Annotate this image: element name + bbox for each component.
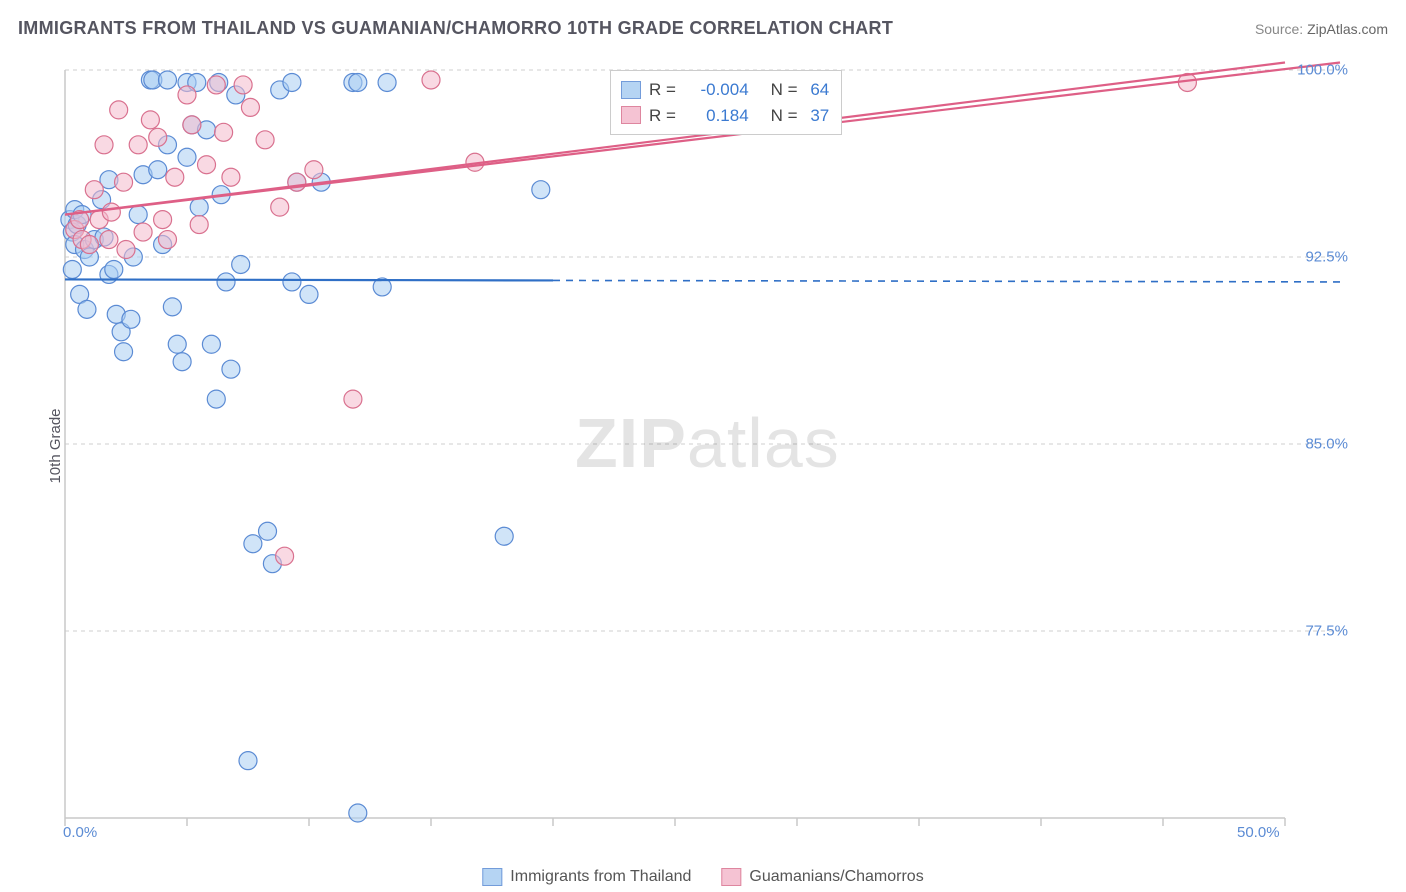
chart-title: IMMIGRANTS FROM THAILAND VS GUAMANIAN/CH… xyxy=(18,18,893,39)
legend-swatch xyxy=(721,868,741,886)
x-tick-label: 0.0% xyxy=(63,824,97,841)
stats-legend-box: R = -0.004 N = 64 R = 0.184 N = 37 xyxy=(610,70,842,135)
scatter-plot: 77.5% 85.0% 92.5% 100.0% 0.0% 50.0% R = -0.0… xyxy=(55,58,1345,838)
source-attribution: Source: ZipAtlas.com xyxy=(1255,21,1388,37)
legend-r-label: R = xyxy=(649,77,681,103)
x-tick-label: 50.0% xyxy=(1237,824,1280,841)
legend-n-value: 37 xyxy=(810,103,829,129)
legend-r-value: 0.184 xyxy=(689,103,749,129)
plot-svg xyxy=(55,58,1345,838)
legend-n-value: 64 xyxy=(810,77,829,103)
legend-swatch xyxy=(621,81,641,99)
legend-row: R = 0.184 N = 37 xyxy=(621,103,829,129)
y-tick-label: 85.0% xyxy=(1305,436,1348,453)
legend-swatch xyxy=(482,868,502,886)
series-legend-item: Guamanians/Chamorros xyxy=(721,868,923,886)
y-tick-label: 92.5% xyxy=(1305,249,1348,266)
legend-r-label: R = xyxy=(649,103,681,129)
legend-swatch xyxy=(621,106,641,124)
legend-n-label: N = xyxy=(771,103,803,129)
y-tick-label: 100.0% xyxy=(1297,62,1348,79)
series-legend: Immigrants from Thailand Guamanians/Chamo… xyxy=(482,868,923,886)
legend-n-label: N = xyxy=(771,77,803,103)
y-tick-label: 77.5% xyxy=(1305,623,1348,640)
source-value: ZipAtlas.com xyxy=(1307,21,1388,37)
series-legend-item: Immigrants from Thailand xyxy=(482,868,691,886)
series-legend-label: Immigrants from Thailand xyxy=(510,868,691,886)
series-legend-label: Guamanians/Chamorros xyxy=(749,868,923,886)
legend-r-value: -0.004 xyxy=(689,77,749,103)
source-label: Source: xyxy=(1255,21,1307,37)
legend-row: R = -0.004 N = 64 xyxy=(621,77,829,103)
